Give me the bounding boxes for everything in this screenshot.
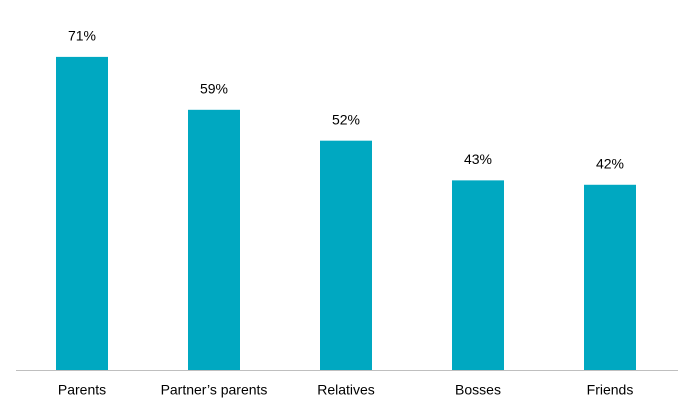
- bar: [584, 184, 636, 370]
- value-label: 59%: [200, 81, 228, 97]
- bar: [188, 109, 240, 370]
- value-label: 43%: [464, 151, 492, 167]
- x-tick-label: Parents: [58, 382, 106, 398]
- x-tick-label: Partner’s parents: [161, 382, 268, 398]
- bar: [56, 56, 108, 370]
- bar: [320, 140, 372, 370]
- bar: [452, 180, 504, 370]
- value-label: 52%: [332, 111, 360, 127]
- x-tick-label: Bosses: [455, 382, 501, 398]
- value-label: 71%: [68, 28, 96, 44]
- value-label: 42%: [596, 155, 624, 171]
- x-tick-label: Relatives: [317, 382, 375, 398]
- x-tick-label: Friends: [587, 382, 634, 398]
